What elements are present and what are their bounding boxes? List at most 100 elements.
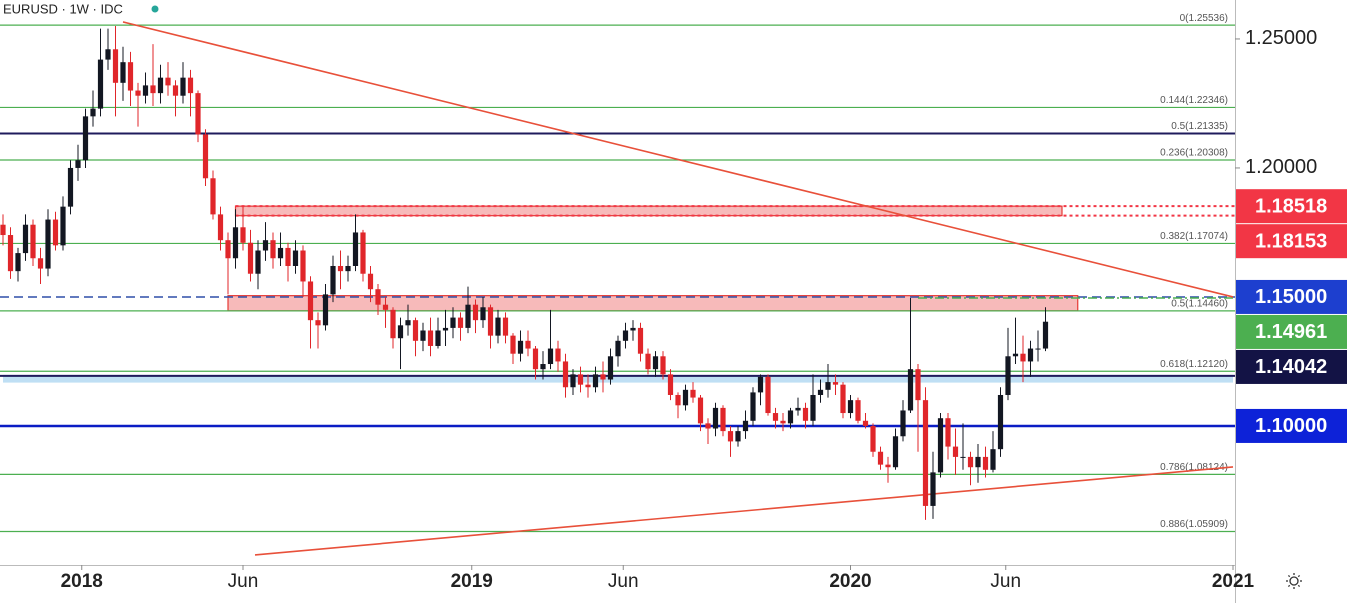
candle-body [30,224,36,259]
candle-body [960,456,966,458]
level-label: 0.382(1.17074) [1160,231,1228,242]
candle-body [982,456,989,470]
candle-body [435,330,441,346]
candle-body [547,348,554,365]
level-label: 0.5(1.14460) [1171,299,1228,310]
candle-body [127,62,134,91]
price-label-box [1236,314,1347,349]
x-tick-label: Jun [228,571,259,592]
price-label-box [1236,189,1347,224]
candle-body [22,224,29,254]
candle-body [870,425,876,452]
candle-body [202,134,209,179]
candle-body [922,400,929,506]
candle-body [390,309,396,339]
candle-body [382,304,389,310]
candle-body [195,93,201,135]
candle-body [720,407,726,432]
candle-body [487,307,494,336]
candle-body [60,206,66,246]
price-label-box [1236,408,1347,443]
candle-body [7,235,14,272]
price-label: 1.14961 [1255,321,1327,343]
candle-body [495,317,501,336]
candle-body [937,418,944,473]
candle-body [825,382,831,390]
level-label: 0.618(1.12120) [1160,359,1228,370]
candle-body [82,116,89,161]
candle-body [292,250,299,266]
candle-body [345,265,351,272]
candle-body [660,356,666,375]
candle-body [945,418,951,447]
candle-body [967,456,974,468]
candle-body [697,397,704,424]
candle-body [742,420,749,432]
x-tick-label: Jun [608,571,639,592]
candle-body [367,273,374,290]
candle-body [480,307,486,321]
candle-body [307,281,314,321]
settings-icon[interactable] [1286,573,1302,589]
candle-body [420,330,426,341]
candle-body [682,389,689,406]
candle-body [802,407,809,421]
candle-body [255,250,261,274]
price-label: 1.15000 [1255,286,1327,308]
candle-body [322,294,329,326]
candle-body [585,384,591,388]
candle-body [690,389,696,398]
candle-body [765,376,771,414]
candle-body [142,85,149,96]
candle-body [787,410,794,424]
candle-body [847,400,854,414]
candle-body [90,108,96,117]
price-label: 1.14042 [1255,356,1327,378]
candle-body [405,320,411,326]
legend-bg [0,0,172,20]
candle-body [907,369,914,411]
trendline [122,21,1234,298]
level-label: 0.144(1.22346) [1160,95,1228,106]
candle-body [315,320,321,326]
candle-body [727,431,734,442]
candle-body [240,227,246,243]
candle-body [427,330,434,346]
x-tick-label: Jun [990,571,1021,592]
candle-body [750,392,756,421]
candle-body [997,394,1004,450]
candle-body [502,317,509,336]
candle-body [630,327,636,331]
y-tick-label: 1.25000 [1245,27,1317,49]
candle-body [735,431,741,442]
x-tick-label: 2020 [829,571,871,592]
candle-body [772,413,779,421]
candle-body [450,317,456,328]
candle-body [840,384,846,414]
candle-body [270,240,276,259]
candle-body [570,374,576,388]
candle-body [577,374,584,385]
candle-body [637,327,644,354]
axes: 1.20000 1.25000 2018 Jun 2019 Jun 2020 Jun 2021 1… [61,27,1347,592]
candle-body [465,304,471,328]
candle-body [1005,356,1011,395]
candle-body [105,49,111,60]
candle-body [705,423,711,429]
candle-body [517,340,524,354]
candle-body [795,407,801,411]
price-label-box [1236,224,1347,259]
candle-body [652,356,659,370]
candle-body [337,265,344,272]
trendline [254,466,1234,556]
candle-body [645,353,651,370]
candle-body [622,330,629,341]
candle-body [210,178,216,215]
level-label: 0.886(1.05909) [1160,519,1228,530]
chart-title: EURUSD · 1W · IDC [3,1,123,16]
candle-body [900,410,906,437]
candle-body [37,258,44,269]
price-label-box [1236,279,1347,314]
x-tick-label: 2021 [1212,571,1255,592]
